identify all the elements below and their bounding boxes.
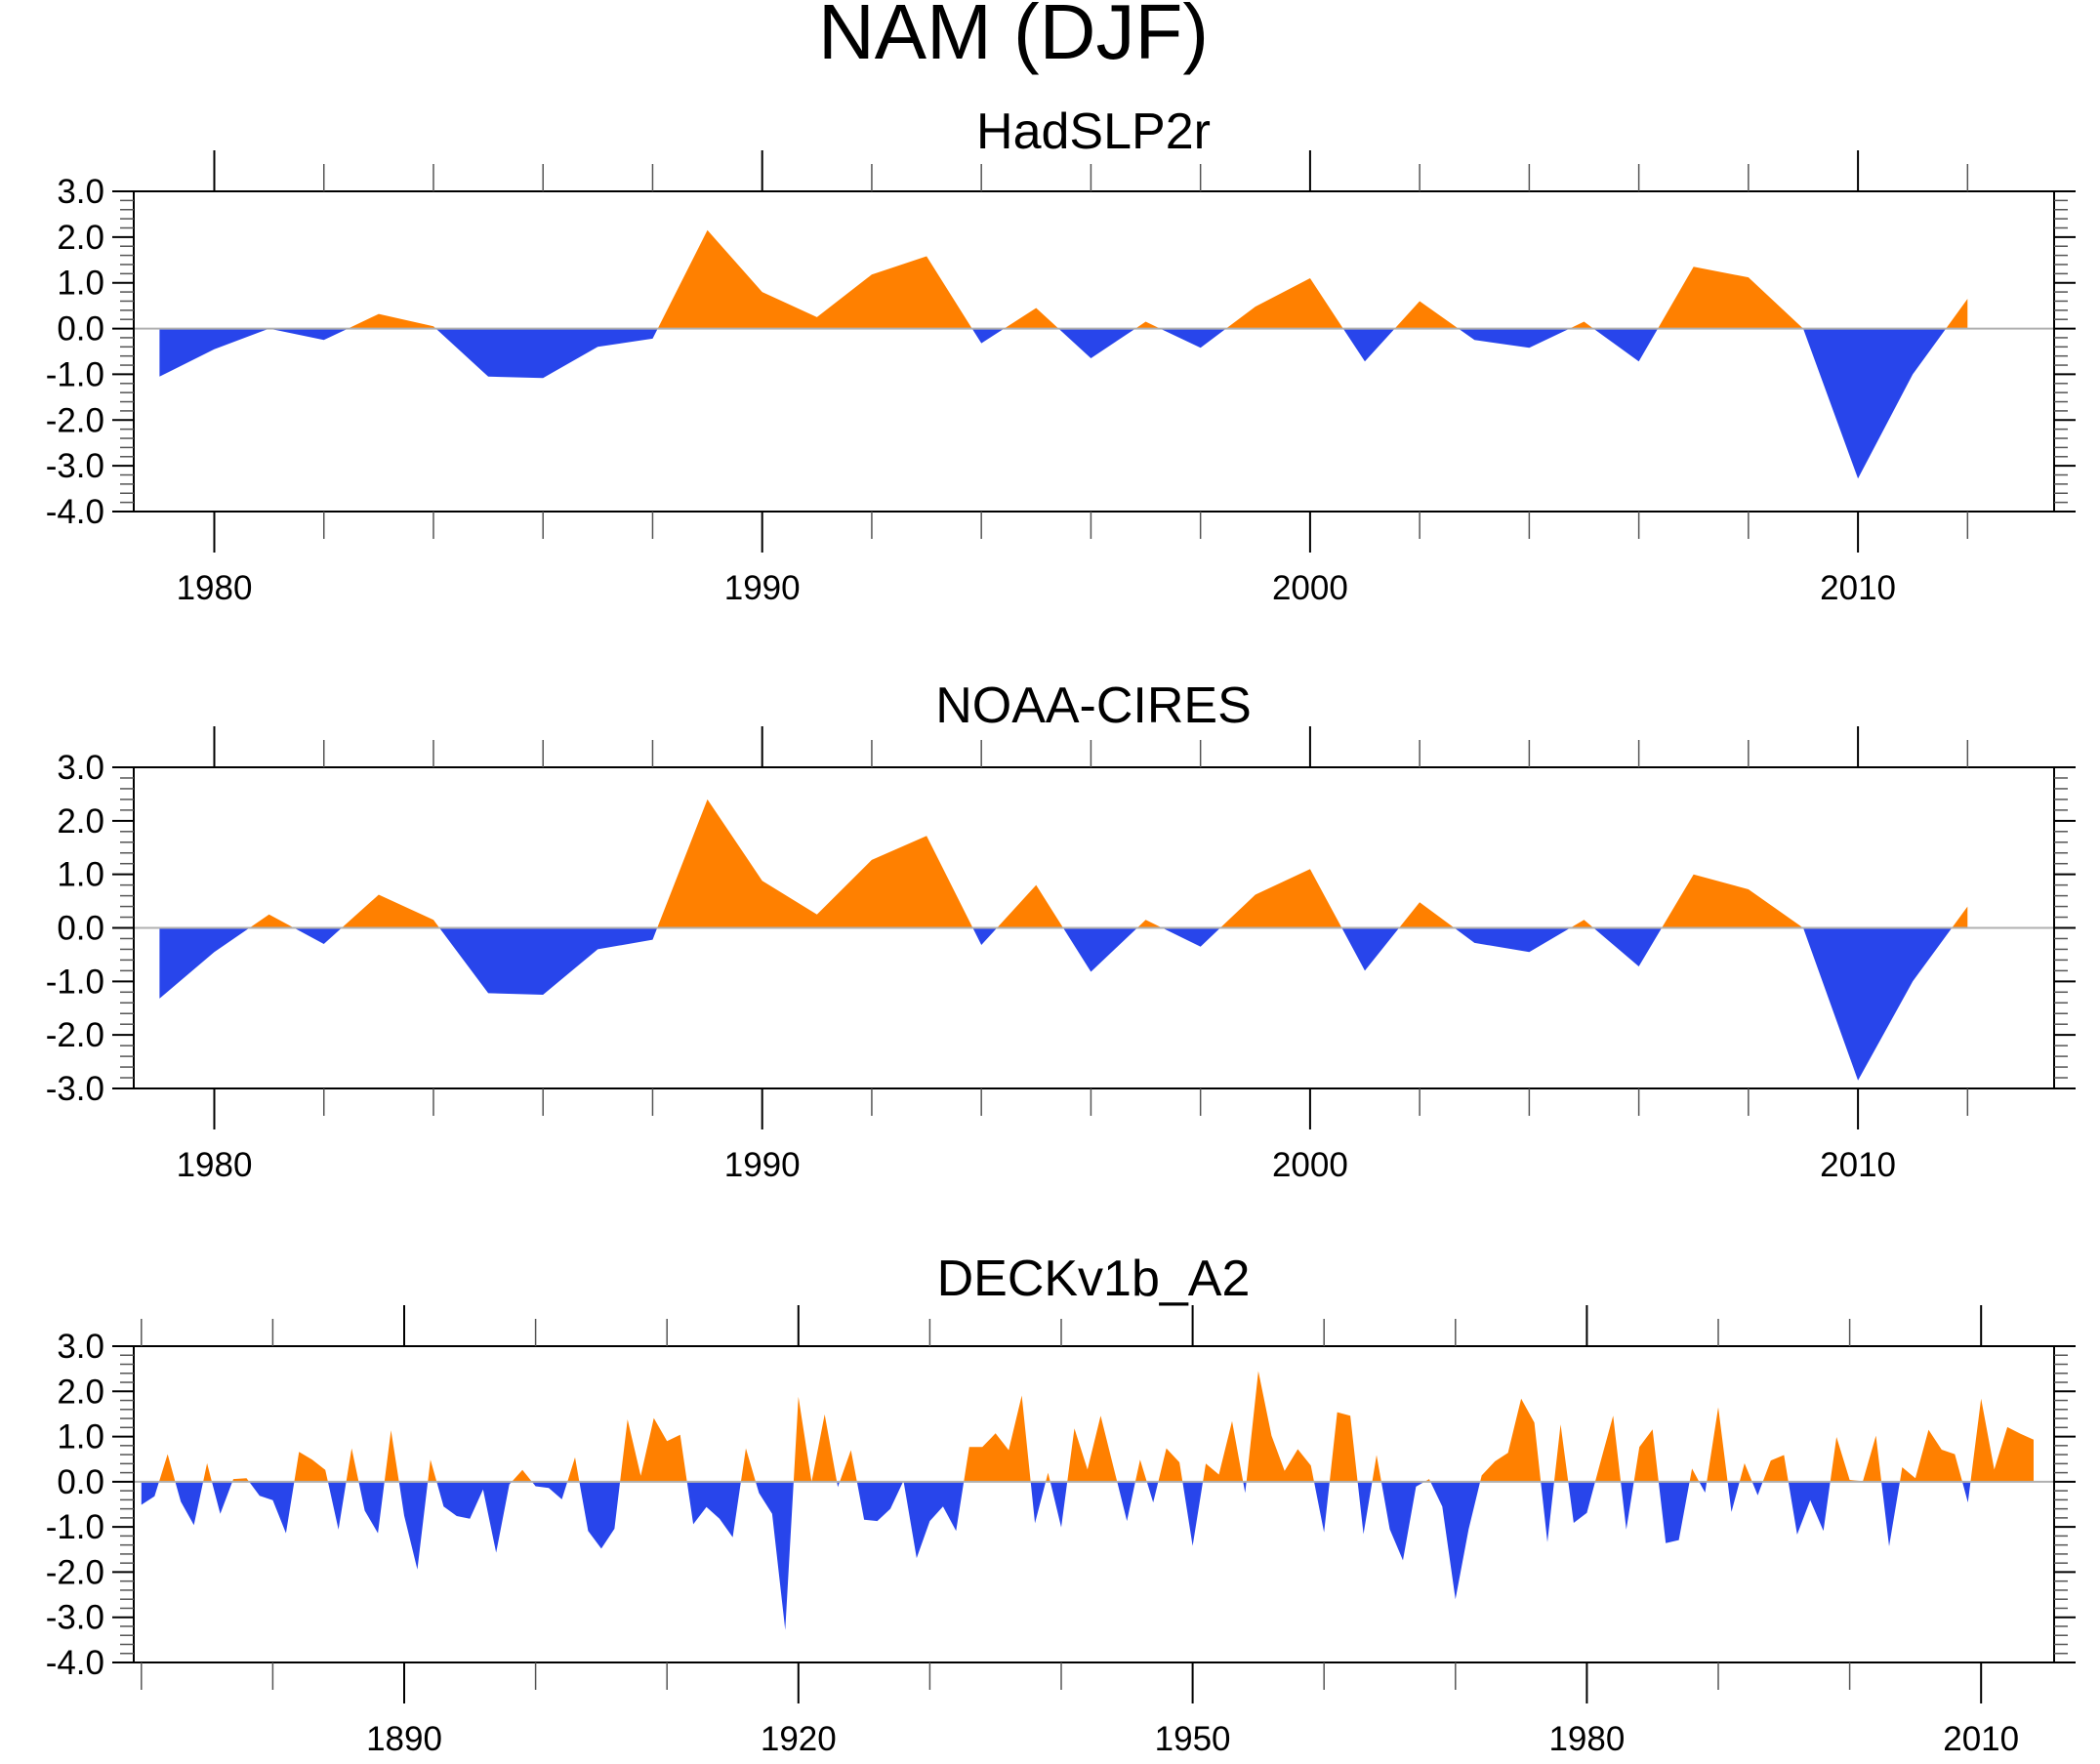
panel-hadslp2r: HadSLP2r -4.0 -3.0 -2.0 -1.0 0.0 1.0 2.0 3.0 198… <box>46 103 2076 607</box>
x-tick-label: 1980 <box>177 1146 253 1184</box>
y-tick-label: -1.0 <box>46 1508 104 1546</box>
x-tick-label: 2010 <box>1820 1146 1896 1184</box>
x-tick-label: 2000 <box>1272 569 1348 607</box>
positive-area <box>159 229 1968 329</box>
y-tick-label: -2.0 <box>46 401 104 439</box>
x-tick-label: 1990 <box>724 569 801 607</box>
panel-deckv1b-a2: DECKv1b_A2 -4.0 -3.0 -2.0 -1.0 0.0 1.0 2.0 3.0 1… <box>46 1251 2076 1758</box>
y-tick-label: -1.0 <box>46 963 104 1001</box>
x-tick-label: 2010 <box>1943 1720 2019 1758</box>
positive-area <box>159 799 1968 928</box>
y-tick-label: -3.0 <box>46 1070 104 1108</box>
negative-area <box>159 927 1968 1081</box>
y-tick-label: 1.0 <box>57 265 104 303</box>
x-tick-label: 1980 <box>1548 1720 1625 1758</box>
negative-area <box>141 1481 2034 1630</box>
negative-area <box>159 328 1968 479</box>
x-tick-label: 1920 <box>761 1720 837 1758</box>
y-tick-label: 0.0 <box>57 910 104 948</box>
x-tick-label: 1990 <box>724 1146 801 1184</box>
x-tick-label: 2010 <box>1820 569 1896 607</box>
x-tick-label: 2000 <box>1272 1146 1348 1184</box>
x-tick-label: 1890 <box>366 1720 442 1758</box>
y-tick-label: 3.0 <box>57 173 104 211</box>
y-tick-label: -2.0 <box>46 1553 104 1591</box>
positive-area <box>141 1371 2034 1482</box>
panel-title-hadslp2r: HadSLP2r <box>976 103 1211 160</box>
y-tick-label: -4.0 <box>46 1644 104 1682</box>
y-tick-label: 2.0 <box>57 1373 104 1411</box>
y-tick-label: 1.0 <box>57 1418 104 1456</box>
y-tick-label: 0.0 <box>57 1463 104 1501</box>
plot-frame <box>133 1345 2055 1663</box>
x-tick-label: 1980 <box>177 569 253 607</box>
plot-frame <box>133 190 2055 513</box>
panel-title-deckv1b-a2: DECKv1b_A2 <box>937 1251 1251 1307</box>
panel-title-noaa-cires: NOAA-CIRES <box>935 677 1252 734</box>
y-tick-label: 1.0 <box>57 856 104 894</box>
y-tick-label: 0.0 <box>57 310 104 349</box>
y-tick-label: -2.0 <box>46 1016 104 1054</box>
panel-noaa-cires: NOAA-CIRES -3.0 -2.0 -1.0 0.0 1.0 2.0 3.0 1980 1… <box>46 677 2076 1184</box>
y-tick-label: -1.0 <box>46 355 104 393</box>
y-tick-label: 2.0 <box>57 219 104 257</box>
y-tick-label: -3.0 <box>46 447 104 485</box>
y-tick-label: -4.0 <box>46 493 104 531</box>
y-tick-label: -3.0 <box>46 1599 104 1637</box>
figure-title: NAM (DJF) <box>818 0 1209 75</box>
y-tick-label: 3.0 <box>57 749 104 787</box>
y-tick-label: 2.0 <box>57 802 104 841</box>
y-tick-label: 3.0 <box>57 1328 104 1366</box>
x-tick-label: 1950 <box>1155 1720 1231 1758</box>
